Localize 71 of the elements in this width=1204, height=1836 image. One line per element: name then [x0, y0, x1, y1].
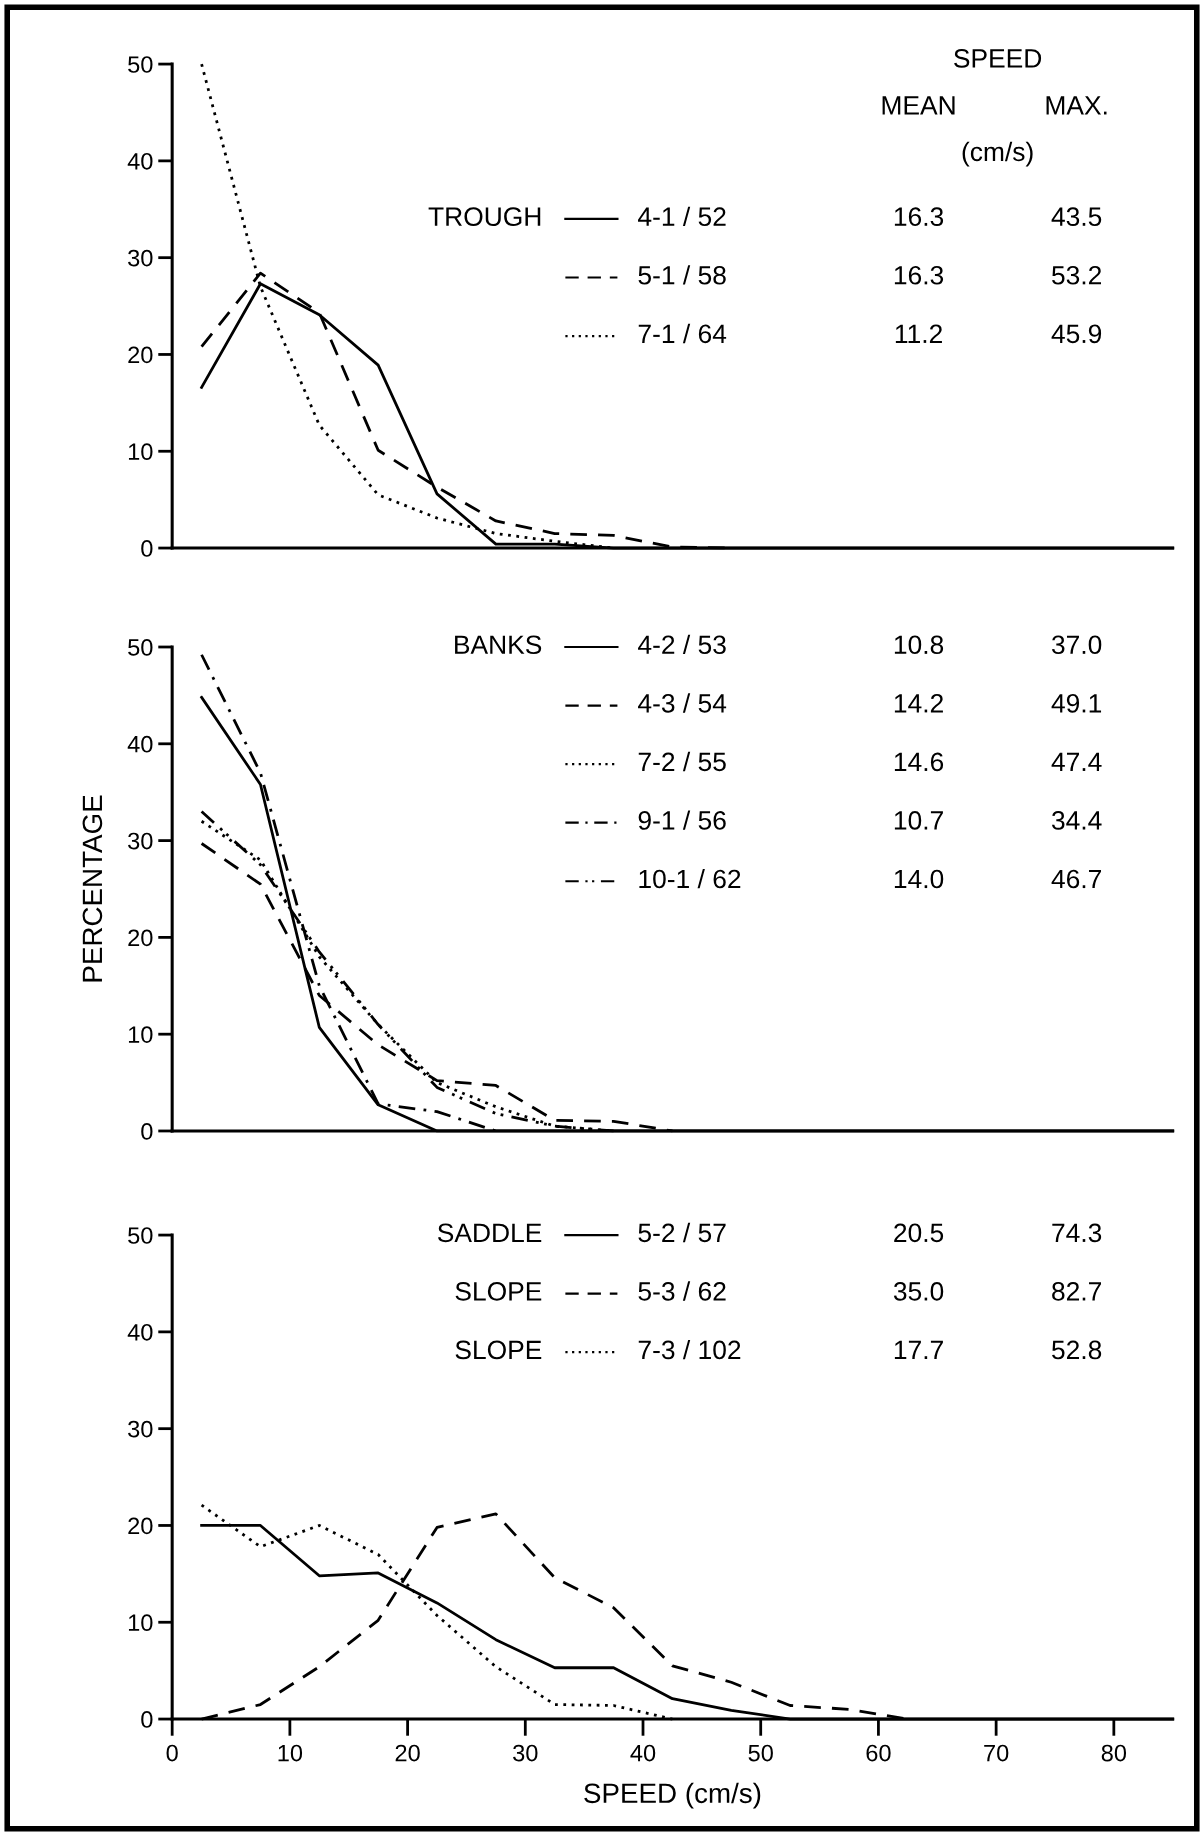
x-tick-label: 80	[1101, 1744, 1127, 1762]
annotation: MAX.	[1046, 96, 1107, 115]
annotation: 47.4	[1051, 752, 1102, 771]
annotation: 10.8	[894, 635, 944, 655]
legend-label: 5-3 / 62	[638, 1281, 726, 1301]
annotation: 16.3	[894, 207, 944, 227]
annotation: 49.1	[1051, 693, 1102, 713]
x-tick-label: 30	[513, 1744, 538, 1762]
annotation: 11.2	[895, 324, 942, 343]
legend-label: 7-1 / 64	[638, 323, 727, 344]
y-tick-label: 20	[128, 1517, 153, 1535]
y-tick-label: 30	[128, 249, 153, 267]
legend-label: 9-1 / 56	[638, 810, 726, 830]
annotation: 34.4	[1051, 811, 1102, 830]
annotation: 20.5	[894, 1223, 944, 1243]
y-tick-label: 30	[128, 1420, 153, 1438]
annotation: 52.8	[1052, 1340, 1102, 1360]
annotation: 74.3	[1052, 1223, 1102, 1243]
y-tick-label: 40	[127, 152, 153, 170]
annotation: BANKS	[455, 635, 542, 655]
legend-label: 10-1 / 62	[639, 868, 741, 889]
annotation: 10.7	[894, 811, 943, 830]
legend-label: 5-2 / 57	[638, 1222, 726, 1243]
annotation: 53.2	[1052, 265, 1101, 285]
y-tick-label: 50	[128, 56, 153, 73]
annotation: (cm/s)	[962, 141, 1033, 167]
y-tick-label: 50	[128, 1227, 153, 1244]
legend-label: 4-2 / 53	[638, 634, 726, 655]
annotation: 16.3	[894, 265, 944, 285]
x-tick-label: 70	[984, 1744, 1009, 1762]
y-tick-label: 10	[128, 1614, 153, 1632]
x-tick-label: 60	[866, 1744, 891, 1762]
annotation: SLOPE	[455, 1340, 542, 1360]
legend-label: 5-1 / 58	[638, 265, 726, 285]
annotation: 14.6	[894, 752, 944, 772]
legend-label: 7-2 / 55	[638, 751, 726, 772]
annotation: 14.2	[894, 693, 943, 713]
annotation: 35.0	[893, 1282, 944, 1301]
annotation: SADDLE	[437, 1223, 542, 1243]
legend-label: 4-1 / 52	[638, 206, 726, 227]
annotation: 45.9	[1051, 324, 1102, 344]
annotation: 17.7	[894, 1340, 943, 1360]
x-axis-title: SPEED (cm/s)	[584, 1782, 761, 1809]
y-tick-label: 0	[141, 540, 153, 557]
x-tick-label: 20	[395, 1744, 420, 1762]
annotation: TROUGH	[428, 207, 541, 227]
y-tick-label: 40	[127, 1323, 153, 1341]
x-tick-label: 10	[278, 1744, 303, 1762]
y-tick-label: 10	[128, 1026, 153, 1043]
legend-label: 4-3 / 54	[638, 693, 727, 713]
annotation: 82.7	[1052, 1282, 1101, 1301]
annotation: 37.0	[1051, 635, 1102, 655]
legend-label: 7-3 / 102	[638, 1339, 741, 1360]
annotation: 14.0	[894, 869, 944, 889]
y-tick-label: 50	[128, 639, 153, 656]
x-tick-label: 40	[630, 1744, 656, 1762]
y-tick-label: 40	[127, 735, 153, 753]
y-tick-label: 0	[141, 1711, 153, 1728]
y-axis-title: PERCENTAGE	[82, 795, 103, 982]
annotation: 43.5	[1051, 207, 1102, 227]
y-tick-label: 0	[141, 1123, 153, 1140]
y-tick-label: 20	[128, 346, 153, 364]
y-tick-label: 30	[128, 832, 153, 850]
annotation: 46.7	[1051, 869, 1101, 889]
x-tick-label: 50	[748, 1744, 773, 1762]
annotation: MEAN	[882, 96, 955, 115]
x-tick-label: 0	[166, 1744, 178, 1762]
annotation: SPEED	[954, 49, 1042, 68]
y-tick-label: 20	[128, 929, 153, 947]
annotation: SLOPE	[455, 1282, 542, 1301]
y-tick-label: 10	[128, 443, 153, 461]
